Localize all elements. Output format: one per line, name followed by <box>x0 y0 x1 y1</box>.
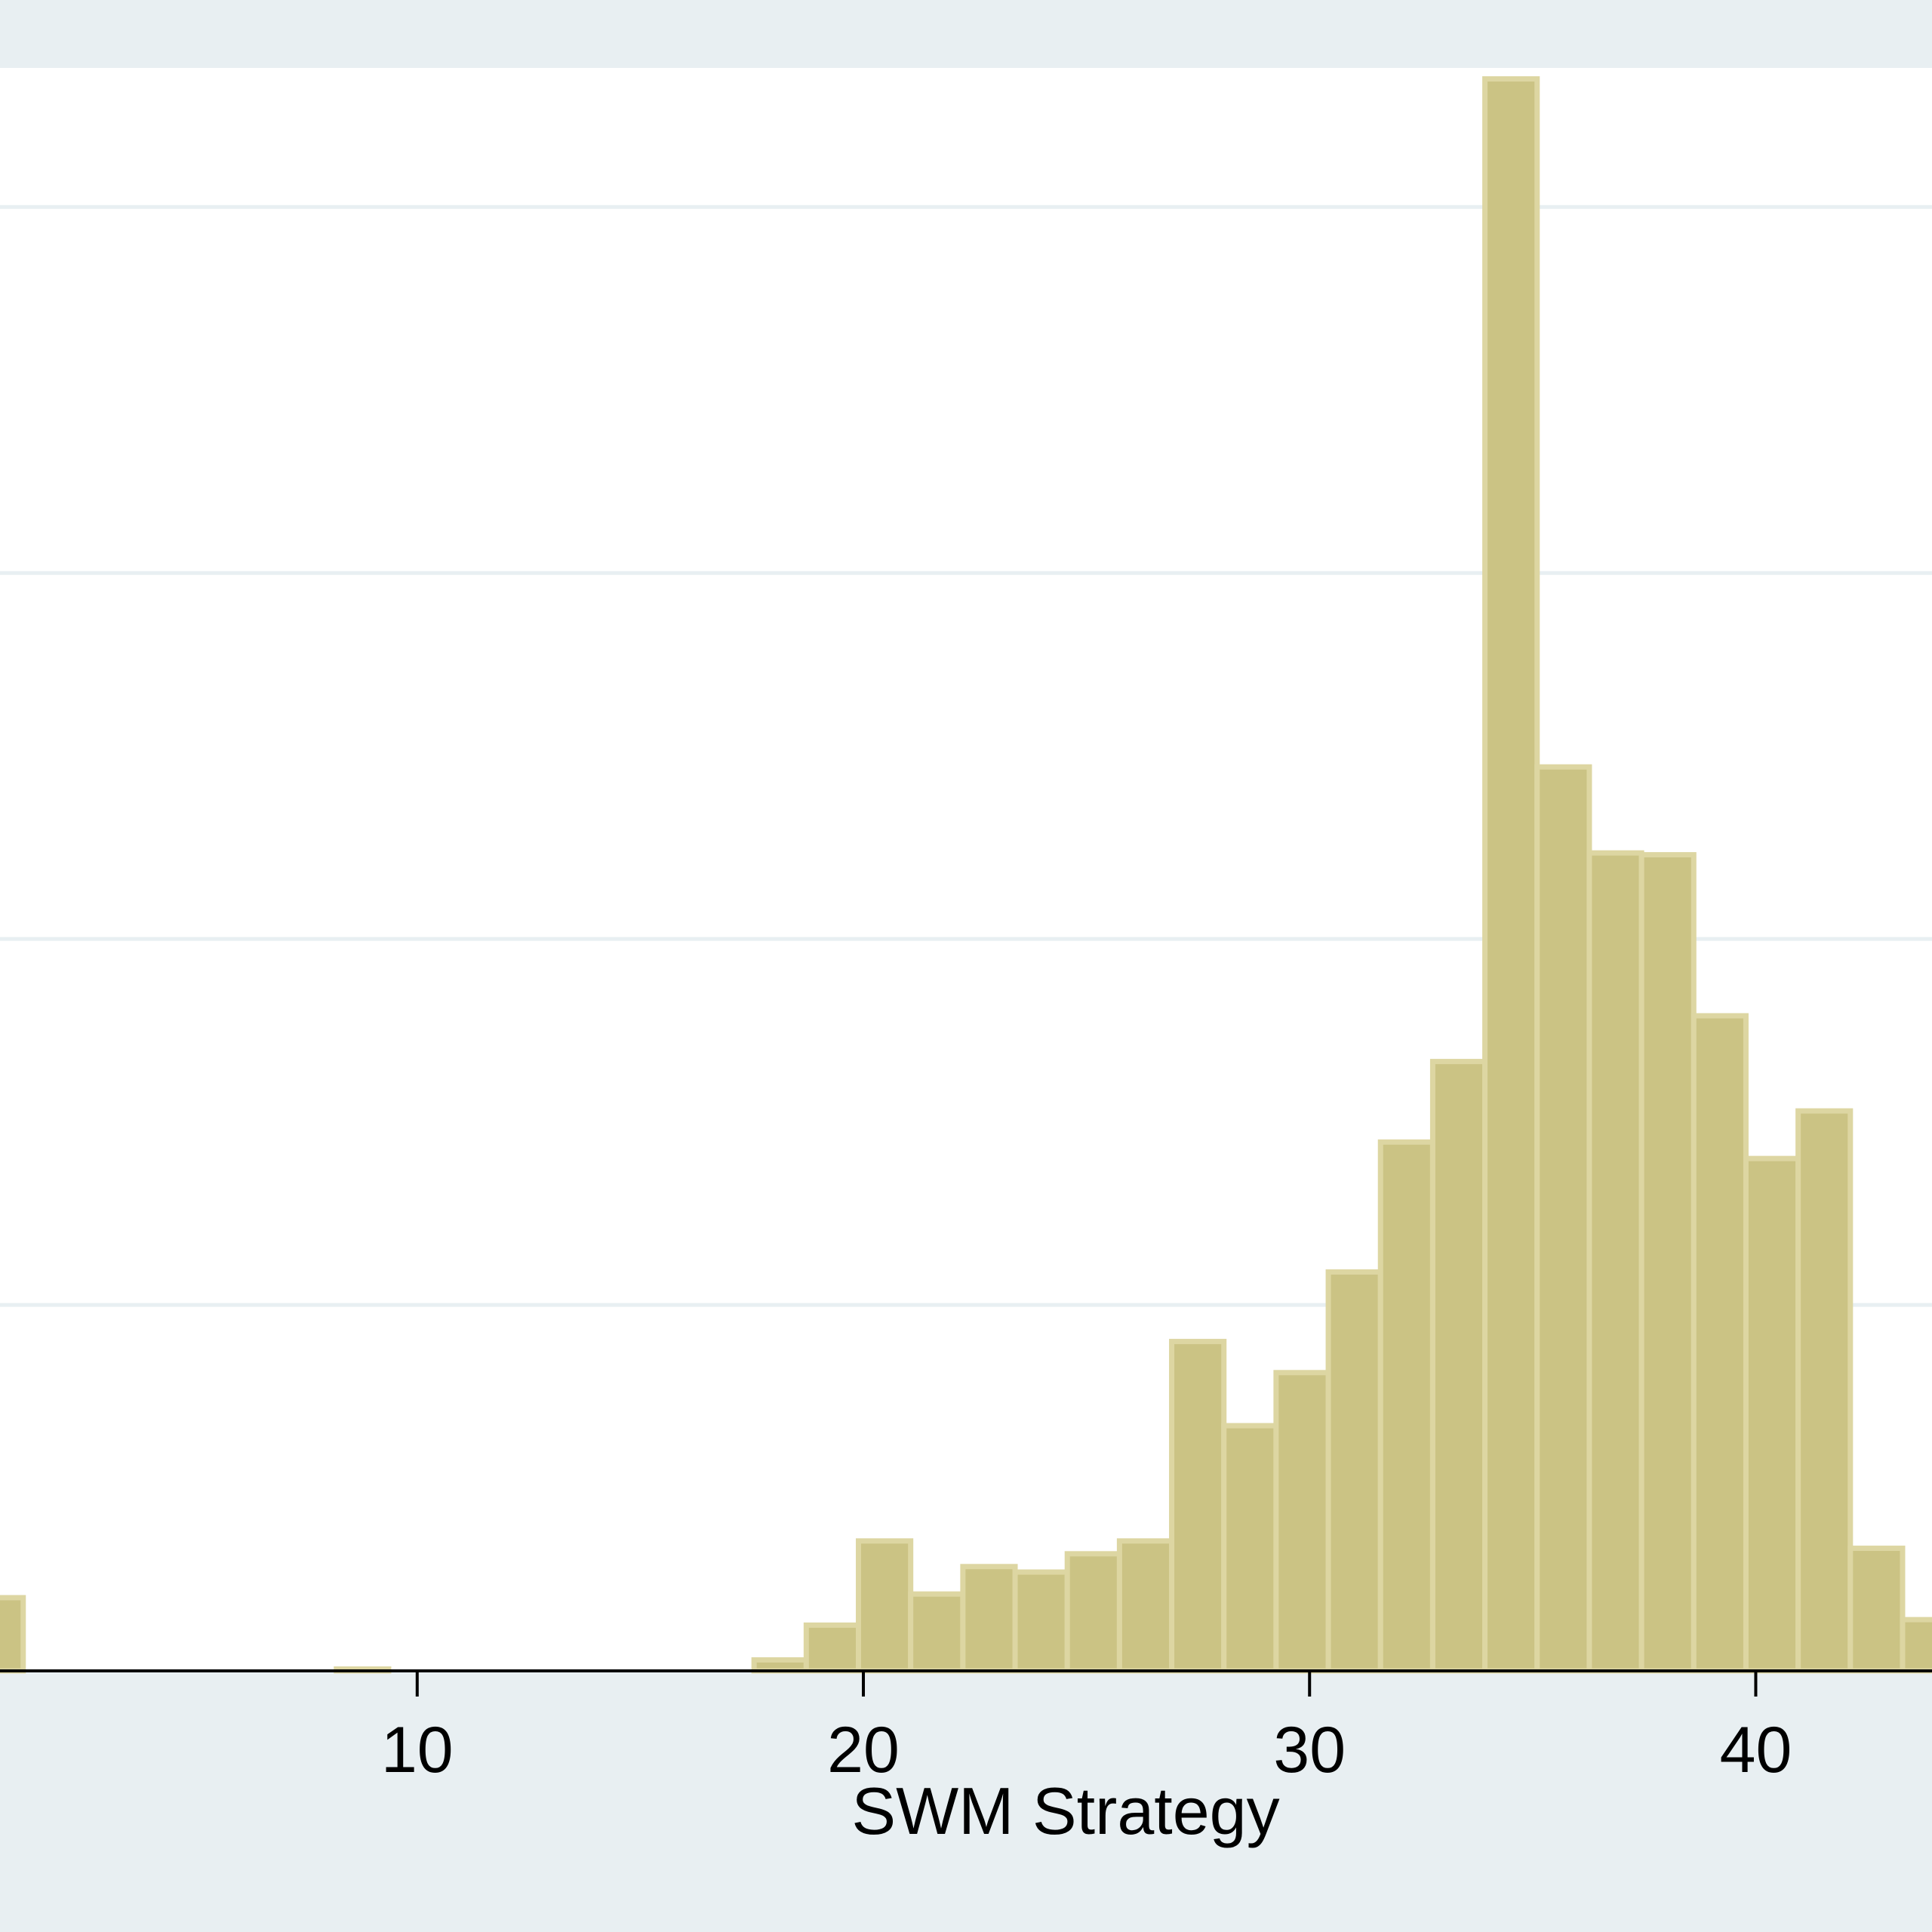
histogram-bar <box>1377 1139 1435 1674</box>
histogram-bar <box>960 1564 1018 1674</box>
x-tick-label: 20 <box>827 1714 900 1786</box>
histogram-bar <box>1273 1370 1331 1674</box>
x-axis-title: SWM Strategy <box>851 1774 1279 1848</box>
x-tick-label: 30 <box>1273 1714 1346 1786</box>
histogram-bar <box>0 1595 26 1674</box>
histogram-bar <box>1638 852 1697 1674</box>
histogram-bar <box>1743 1155 1801 1674</box>
histogram-bar <box>908 1591 966 1674</box>
histogram-bar <box>1795 1108 1854 1674</box>
histogram-bar <box>1429 1059 1488 1674</box>
bar-layer <box>0 76 1932 1674</box>
histogram-bar <box>1482 76 1540 1674</box>
histogram-bar <box>1690 1013 1749 1674</box>
histogram-bar <box>751 1657 809 1674</box>
histogram-bar <box>1064 1551 1122 1674</box>
tick-layer: 10 20 30 40 <box>381 1671 1792 1786</box>
histogram-bar <box>1847 1546 1906 1674</box>
histogram-bar <box>1534 764 1592 1674</box>
histogram-bar <box>803 1622 862 1674</box>
histogram-bar <box>1325 1269 1383 1674</box>
histogram-bar <box>856 1538 914 1674</box>
histogram-bar <box>1221 1423 1279 1674</box>
histogram-bar <box>1900 1617 1932 1674</box>
histogram-bar <box>1012 1569 1070 1674</box>
histogram-bar <box>1169 1339 1227 1674</box>
histogram-bar <box>1586 850 1644 1674</box>
x-tick-label: 10 <box>381 1714 454 1786</box>
histogram-bar <box>1116 1538 1175 1674</box>
x-tick-label: 40 <box>1720 1714 1792 1786</box>
